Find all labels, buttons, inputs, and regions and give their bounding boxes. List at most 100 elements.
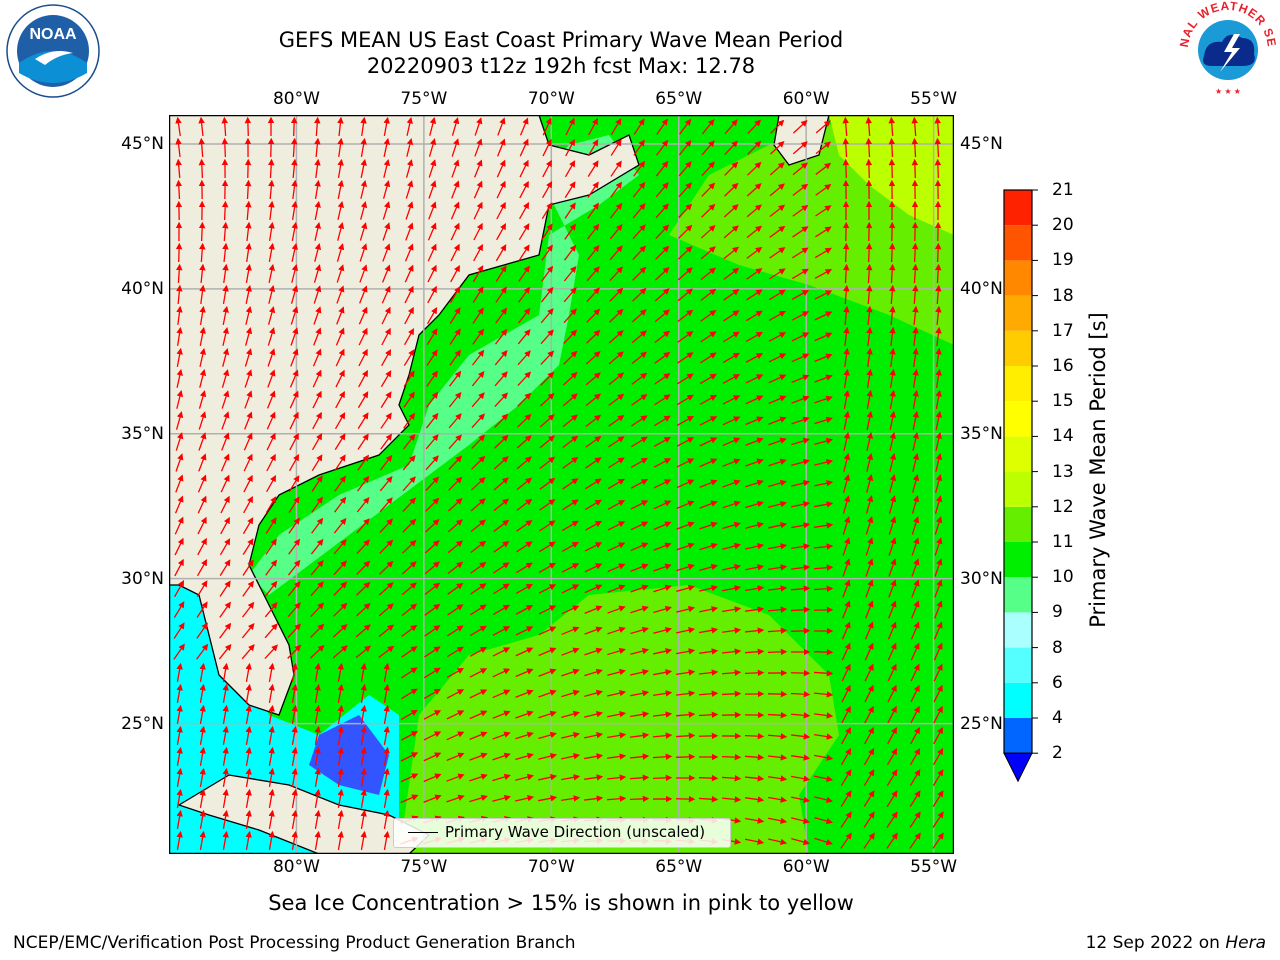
wave-vector [744, 627, 765, 634]
wave-vector [383, 788, 390, 808]
wave-vector [608, 330, 624, 344]
wave-vector [585, 478, 602, 490]
wave-vector [174, 580, 185, 598]
wave-vector [933, 726, 943, 745]
wave-vector [745, 542, 765, 550]
wave-vector [912, 284, 919, 305]
wave-vector [220, 474, 230, 493]
lon-tick-top-2: 70°W [527, 89, 575, 109]
wave-vector [585, 414, 602, 427]
wave-vector [492, 773, 511, 782]
chart-title: GEFS MEAN US East Coast Primary Wave Mea… [278, 28, 844, 52]
wave-vector [677, 309, 694, 323]
wave-vector [701, 140, 715, 156]
wave-vector [865, 158, 873, 179]
wave-vector [610, 139, 622, 156]
wave-vector [245, 662, 252, 682]
wave-vector [378, 603, 394, 617]
wave-vector [676, 415, 694, 426]
wave-vector [865, 600, 874, 619]
wave-vector [843, 452, 851, 472]
wave-vector [866, 326, 873, 347]
wave-vector [494, 392, 508, 408]
wave-vector [222, 809, 229, 829]
wave-vector [335, 369, 345, 388]
wave-vector [677, 330, 694, 343]
footer-date: 12 Sep 2022 on Hera [1086, 933, 1266, 953]
wave-vector [815, 162, 832, 175]
colorbar-label-13: 18 [1052, 285, 1074, 306]
wave-vector [767, 627, 788, 634]
wave-vector [722, 416, 741, 426]
wave-vector [268, 704, 275, 724]
wave-vector [426, 370, 438, 387]
wave-vector [814, 290, 833, 300]
wave-vector [199, 830, 206, 850]
wave-vector [840, 769, 852, 787]
wave-vector [888, 558, 897, 577]
wave-vector [541, 223, 553, 240]
wave-vector [222, 263, 229, 284]
wave-vector [405, 159, 414, 178]
wave-vector [243, 495, 253, 514]
wave-vector [446, 689, 465, 699]
wave-vector [337, 809, 344, 829]
wave-vector [404, 264, 414, 283]
wave-vector [311, 433, 323, 451]
wave-vector [561, 668, 580, 677]
wave-vector [699, 584, 719, 592]
wave-vector [629, 774, 650, 781]
footer-host: Hera [1225, 933, 1266, 953]
colorbar-label-0: 2 [1052, 743, 1063, 764]
wave-vector [403, 370, 415, 387]
wave-vector [767, 733, 788, 740]
wave-vector [889, 452, 897, 472]
noaa-logo-text: NOAA [29, 26, 77, 43]
wave-vector [699, 606, 719, 613]
wave-vector [383, 704, 390, 724]
wave-vector [630, 500, 649, 510]
wave-vector [493, 456, 509, 470]
wave-vector [610, 160, 622, 177]
wave-vector [494, 434, 509, 449]
wave-vector [934, 137, 942, 158]
wave-vector [423, 688, 441, 700]
wave-vector [538, 795, 558, 802]
wave-vector [310, 602, 325, 617]
wave-vector [607, 647, 626, 656]
wave-vector [675, 732, 696, 740]
wave-vector [538, 710, 557, 719]
wave-vector [584, 774, 604, 781]
wave-vector [381, 264, 391, 283]
wave-vector [360, 158, 367, 178]
map-legend: Primary Wave Direction (unscaled) [393, 818, 731, 848]
wave-vector [242, 559, 254, 576]
wave-vector [425, 455, 439, 471]
wave-vector [675, 690, 696, 697]
wave-vector [935, 284, 942, 305]
wave-vector [221, 369, 230, 388]
wave-vector [888, 495, 897, 514]
wave-vector [219, 622, 232, 639]
wave-vector [768, 564, 788, 571]
wave-vector [267, 348, 276, 367]
wave-vector [337, 683, 344, 703]
wave-vector [447, 561, 464, 575]
wave-vector [606, 753, 627, 760]
wave-vector [312, 411, 322, 430]
wave-vector [268, 767, 275, 787]
wave-vector [609, 202, 623, 219]
wave-vector [677, 267, 693, 281]
wave-vector [427, 264, 437, 283]
wave-vector [843, 474, 851, 493]
wave-vector [473, 201, 483, 220]
wave-vector [538, 562, 556, 573]
wave-vector [423, 731, 442, 741]
wave-vector [427, 285, 437, 304]
wave-vector [360, 179, 368, 199]
wave-vector [864, 705, 874, 724]
wave-vector [768, 395, 787, 405]
wave-vector [584, 647, 603, 656]
wave-vector [911, 558, 920, 577]
wave-vector [516, 477, 533, 491]
